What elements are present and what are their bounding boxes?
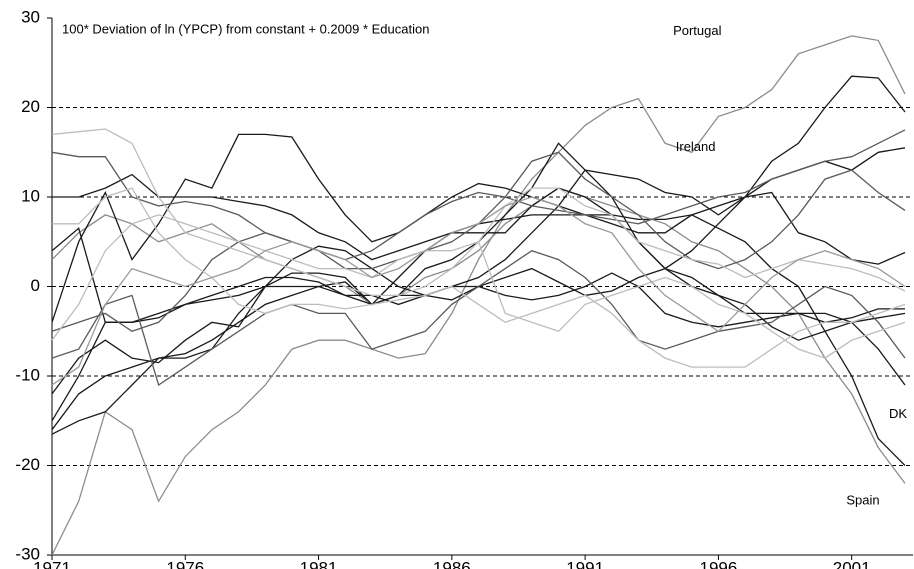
series-line	[51, 35, 906, 556]
x-tick-label: 2001	[833, 558, 871, 569]
y-tick-label: 10	[21, 186, 40, 205]
series-line	[51, 142, 905, 422]
series-line	[51, 187, 906, 484]
x-tick-label: 1986	[433, 558, 471, 569]
series-label: Portugal	[673, 23, 722, 38]
y-tick-label: 0	[31, 276, 40, 295]
x-tick-label: 1981	[300, 558, 338, 569]
series-line	[51, 227, 906, 386]
y-tick-label: -10	[15, 365, 40, 384]
series-line	[52, 173, 906, 466]
x-tick-label: 1971	[33, 558, 71, 569]
y-tick-label: -30	[15, 544, 40, 563]
series-line	[51, 169, 906, 431]
y-tick-label: 30	[21, 7, 40, 26]
series-label: Spain	[846, 493, 879, 508]
series-line	[52, 187, 906, 368]
series-label: DK	[889, 406, 907, 421]
x-tick-label: 1991	[566, 558, 604, 569]
y-tick-label: 20	[21, 97, 40, 116]
series-line	[51, 128, 906, 297]
series-line	[51, 214, 906, 359]
y-tick-label: -20	[15, 455, 40, 474]
series-label: Ireland	[676, 139, 716, 154]
series-line	[51, 129, 906, 333]
series-line	[51, 249, 906, 387]
series-line	[51, 196, 906, 386]
series-line	[51, 187, 906, 395]
series-line	[51, 75, 906, 435]
annotation: 100* Deviation of ln (YPCP) from constan…	[62, 21, 429, 36]
x-tick-label: 1976	[166, 558, 204, 569]
series-line	[51, 133, 906, 323]
x-tick-label: 1996	[699, 558, 737, 569]
